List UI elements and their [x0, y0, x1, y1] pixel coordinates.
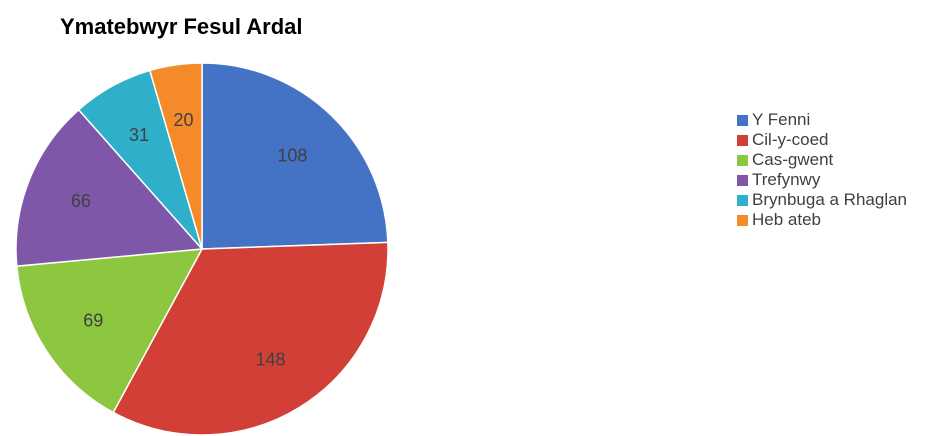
legend-swatch [737, 214, 748, 226]
legend-label: Trefynwy [752, 170, 821, 189]
legend-item: Cil-y-coed [737, 130, 907, 150]
legend-item: Brynbuga a Rhaglan [737, 190, 907, 210]
legend-label: Cas-gwent [752, 150, 834, 169]
legend-label: Y Fenni [752, 110, 811, 129]
legend-label: Cil-y-coed [752, 130, 829, 149]
legend: Y Fenni Cil-y-coed Cas-gwent Trefynwy Brynbu… [737, 110, 907, 230]
data-label: 20 [174, 110, 194, 130]
pie-slice [148, 62, 203, 250]
data-label: 148 [256, 350, 286, 370]
pie-slice [201, 62, 389, 250]
pie-slice [15, 108, 204, 267]
legend-swatch [737, 154, 748, 166]
data-label: 69 [83, 311, 103, 331]
legend-item: Y Fenni [737, 110, 907, 130]
legend-item: Heb ateb [737, 210, 907, 230]
legend-swatch [737, 134, 748, 146]
legend-item: Cas-gwent [737, 150, 907, 170]
pie-slice [15, 248, 204, 414]
legend-label: Brynbuga a Rhaglan [752, 190, 908, 209]
legend-swatch [737, 194, 748, 206]
legend-item: Trefynwy [737, 170, 907, 190]
legend-swatch [737, 114, 748, 126]
legend-label: Heb ateb [752, 210, 821, 229]
chart-title: Ymatebwyr Fesul Ardal [60, 14, 303, 39]
data-label: 108 [277, 145, 307, 165]
legend-swatch [737, 174, 748, 186]
data-label: 66 [71, 191, 91, 211]
pie-slice [112, 241, 389, 436]
data-label: 31 [129, 125, 149, 145]
